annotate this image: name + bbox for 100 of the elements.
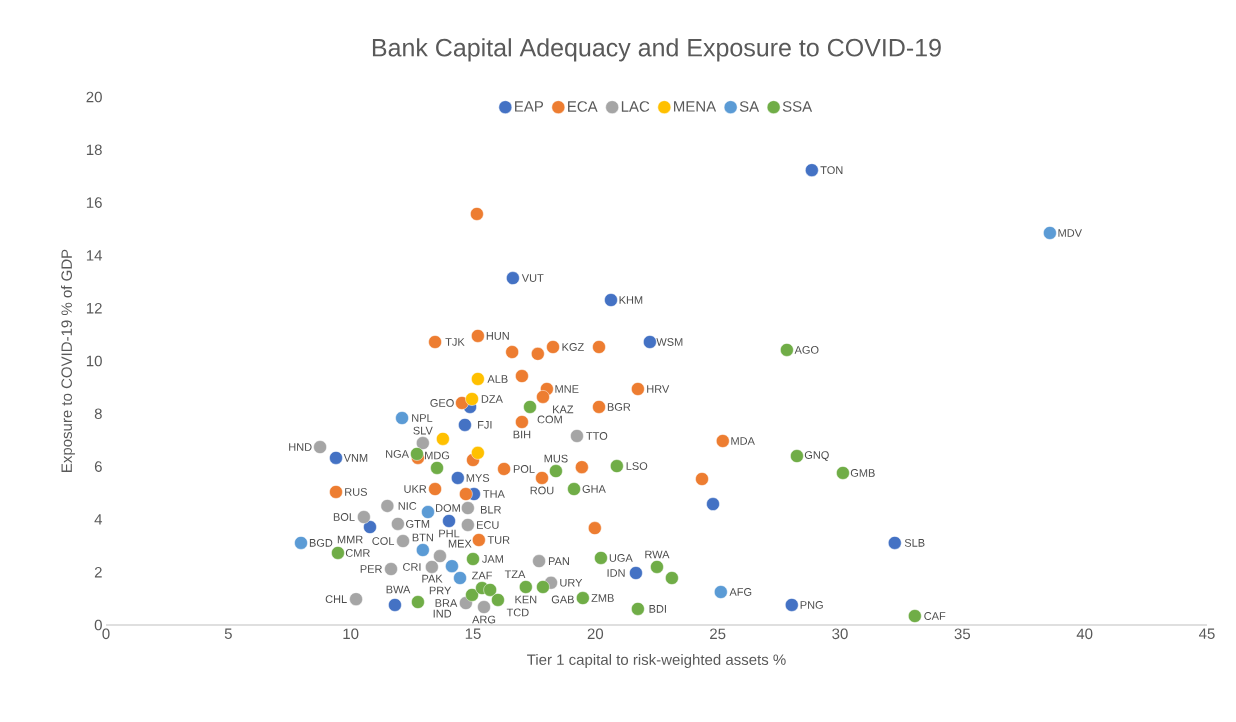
annotation: UKR — [404, 485, 427, 493]
point — [604, 293, 618, 307]
annotation: GMB — [850, 469, 875, 477]
annotation: KGZ — [562, 343, 584, 351]
point — [455, 396, 469, 410]
point — [461, 501, 475, 515]
annotation: ECU — [477, 521, 499, 529]
point — [805, 163, 819, 177]
point — [643, 335, 657, 349]
point — [1043, 226, 1057, 240]
point — [453, 571, 467, 585]
point — [458, 418, 472, 432]
annotation: VNM — [343, 454, 368, 462]
point — [459, 487, 473, 501]
point — [631, 602, 645, 616]
annotation: THA — [483, 490, 505, 498]
y-tick-label: 4 — [94, 514, 103, 525]
annotation: HUN — [486, 332, 509, 340]
x-tick-label: 5 — [224, 628, 232, 639]
point — [790, 449, 804, 463]
point — [428, 335, 442, 349]
annotation: BLR — [480, 505, 501, 514]
point — [471, 372, 485, 386]
annotation: GNQ — [804, 451, 829, 461]
annotation: GTM — [406, 519, 430, 528]
annotation: LSO — [626, 462, 648, 470]
annotation: PER — [360, 565, 382, 573]
annotation: JAM — [482, 555, 503, 563]
point — [546, 340, 560, 354]
annotation: GAB — [551, 595, 574, 604]
annotation: AFG — [729, 588, 752, 596]
point — [650, 560, 664, 574]
point — [363, 520, 377, 534]
annotation: GHA — [582, 485, 606, 493]
point — [329, 485, 343, 499]
annotation: CMR — [345, 549, 370, 557]
point — [380, 499, 395, 513]
point — [421, 505, 435, 519]
annotation: IDN — [607, 569, 625, 577]
point — [610, 459, 624, 473]
annotation: GEO — [430, 399, 454, 407]
legend-label: LAC — [621, 101, 650, 112]
annotation: MYS — [466, 474, 490, 482]
point — [313, 440, 327, 454]
point — [411, 595, 425, 609]
point — [594, 551, 608, 565]
point — [410, 447, 424, 461]
x-tick-label: 40 — [1076, 628, 1093, 640]
point — [396, 534, 410, 548]
y-tick-label: 6 — [94, 461, 102, 472]
annotation: TJK — [445, 338, 465, 346]
annotation: ALB — [487, 375, 508, 383]
annotation: RUS — [345, 488, 367, 496]
x-tick-label: 20 — [587, 628, 604, 640]
point — [384, 562, 398, 576]
annotation: PAN — [548, 557, 569, 565]
annotation: POL — [513, 465, 535, 473]
point — [695, 472, 709, 486]
point — [631, 382, 645, 396]
point — [592, 340, 606, 354]
annotation: NPL — [412, 414, 433, 422]
point — [395, 411, 409, 425]
annotation: DOM — [436, 504, 460, 512]
point — [465, 588, 479, 602]
annotation: FJI — [478, 421, 492, 429]
annotation: HRV — [647, 385, 670, 393]
x-tick-label: 35 — [954, 628, 971, 640]
point — [567, 482, 581, 496]
annotation: WSM — [656, 338, 683, 346]
point — [436, 432, 450, 446]
annotation: PRY — [429, 586, 452, 595]
annotation: MDA — [731, 437, 755, 445]
point — [575, 460, 589, 474]
point — [465, 392, 479, 406]
point — [491, 593, 505, 607]
point — [470, 207, 484, 221]
point — [592, 400, 606, 414]
y-tick-label: 10 — [86, 355, 102, 367]
point — [416, 436, 430, 450]
annotation: BOL — [333, 513, 355, 521]
point — [888, 536, 902, 550]
point — [497, 462, 511, 476]
x-tick-label: 10 — [343, 628, 359, 640]
annotation: ZAF — [472, 571, 492, 580]
annotation: BWA — [386, 585, 411, 594]
point — [391, 517, 405, 531]
x-axis-title: Tier 1 capital to risk-weighted assets % — [527, 653, 786, 668]
point — [570, 429, 584, 443]
legend-label: SA — [739, 101, 760, 112]
y-tick-label: 0 — [94, 619, 102, 631]
point — [836, 466, 850, 480]
point — [536, 580, 550, 594]
point — [451, 471, 465, 485]
point — [442, 514, 456, 528]
point — [428, 482, 442, 496]
point — [466, 552, 480, 566]
annotation: PAK — [422, 574, 443, 583]
annotation: ROU — [530, 486, 554, 495]
point — [908, 609, 922, 623]
annotation: BGD — [309, 538, 333, 547]
